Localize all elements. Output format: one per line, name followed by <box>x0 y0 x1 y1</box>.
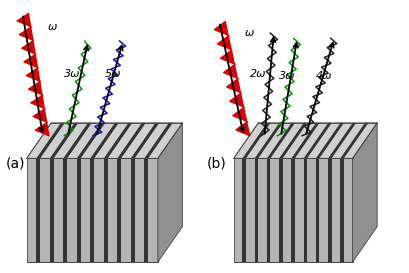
Polygon shape <box>232 107 247 121</box>
Text: 3ω: 3ω <box>63 69 80 79</box>
Polygon shape <box>31 95 45 109</box>
Polygon shape <box>223 64 238 79</box>
Polygon shape <box>242 158 245 262</box>
Polygon shape <box>303 123 331 158</box>
Text: (a): (a) <box>6 157 26 171</box>
Text: $\omega$: $\omega$ <box>243 28 254 38</box>
Polygon shape <box>130 123 159 158</box>
Polygon shape <box>26 68 40 81</box>
Polygon shape <box>90 123 119 158</box>
Polygon shape <box>24 54 38 68</box>
Polygon shape <box>254 123 282 158</box>
Text: (b): (b) <box>207 157 226 171</box>
Polygon shape <box>144 123 172 158</box>
Polygon shape <box>217 35 231 50</box>
Polygon shape <box>19 27 34 40</box>
Polygon shape <box>233 123 376 158</box>
Text: 4ω: 4ω <box>315 72 331 81</box>
Polygon shape <box>130 158 134 262</box>
Polygon shape <box>303 158 306 262</box>
Polygon shape <box>35 122 49 136</box>
Polygon shape <box>214 21 228 35</box>
Polygon shape <box>63 123 92 158</box>
Polygon shape <box>36 158 40 262</box>
Polygon shape <box>76 158 81 262</box>
Polygon shape <box>291 158 294 262</box>
Polygon shape <box>279 123 306 158</box>
Polygon shape <box>279 158 282 262</box>
Polygon shape <box>117 123 145 158</box>
Text: 3ω: 3ω <box>278 72 294 81</box>
Polygon shape <box>266 123 294 158</box>
Polygon shape <box>220 50 234 64</box>
Polygon shape <box>22 40 36 54</box>
Polygon shape <box>339 123 368 158</box>
Polygon shape <box>27 123 182 158</box>
Polygon shape <box>242 123 270 158</box>
Text: 2ω: 2ω <box>249 69 266 79</box>
Polygon shape <box>352 123 376 262</box>
Polygon shape <box>235 121 250 136</box>
Polygon shape <box>233 158 352 262</box>
Polygon shape <box>36 123 65 158</box>
Polygon shape <box>291 123 319 158</box>
Polygon shape <box>339 158 343 262</box>
Polygon shape <box>76 123 105 158</box>
Polygon shape <box>327 158 331 262</box>
Polygon shape <box>63 158 67 262</box>
Text: $\omega$: $\omega$ <box>47 22 58 32</box>
Text: 5ω: 5ω <box>104 69 121 79</box>
Polygon shape <box>229 93 244 107</box>
Polygon shape <box>315 158 319 262</box>
Polygon shape <box>226 79 240 93</box>
Polygon shape <box>50 123 78 158</box>
Polygon shape <box>103 123 132 158</box>
Polygon shape <box>327 123 355 158</box>
Polygon shape <box>254 158 258 262</box>
Polygon shape <box>29 81 43 95</box>
Polygon shape <box>17 13 31 27</box>
Polygon shape <box>157 123 182 262</box>
Polygon shape <box>90 158 94 262</box>
Polygon shape <box>33 109 47 122</box>
Polygon shape <box>103 158 108 262</box>
Polygon shape <box>50 158 54 262</box>
Polygon shape <box>117 158 121 262</box>
Polygon shape <box>315 123 343 158</box>
Polygon shape <box>144 158 148 262</box>
Polygon shape <box>27 158 157 262</box>
Polygon shape <box>266 158 270 262</box>
